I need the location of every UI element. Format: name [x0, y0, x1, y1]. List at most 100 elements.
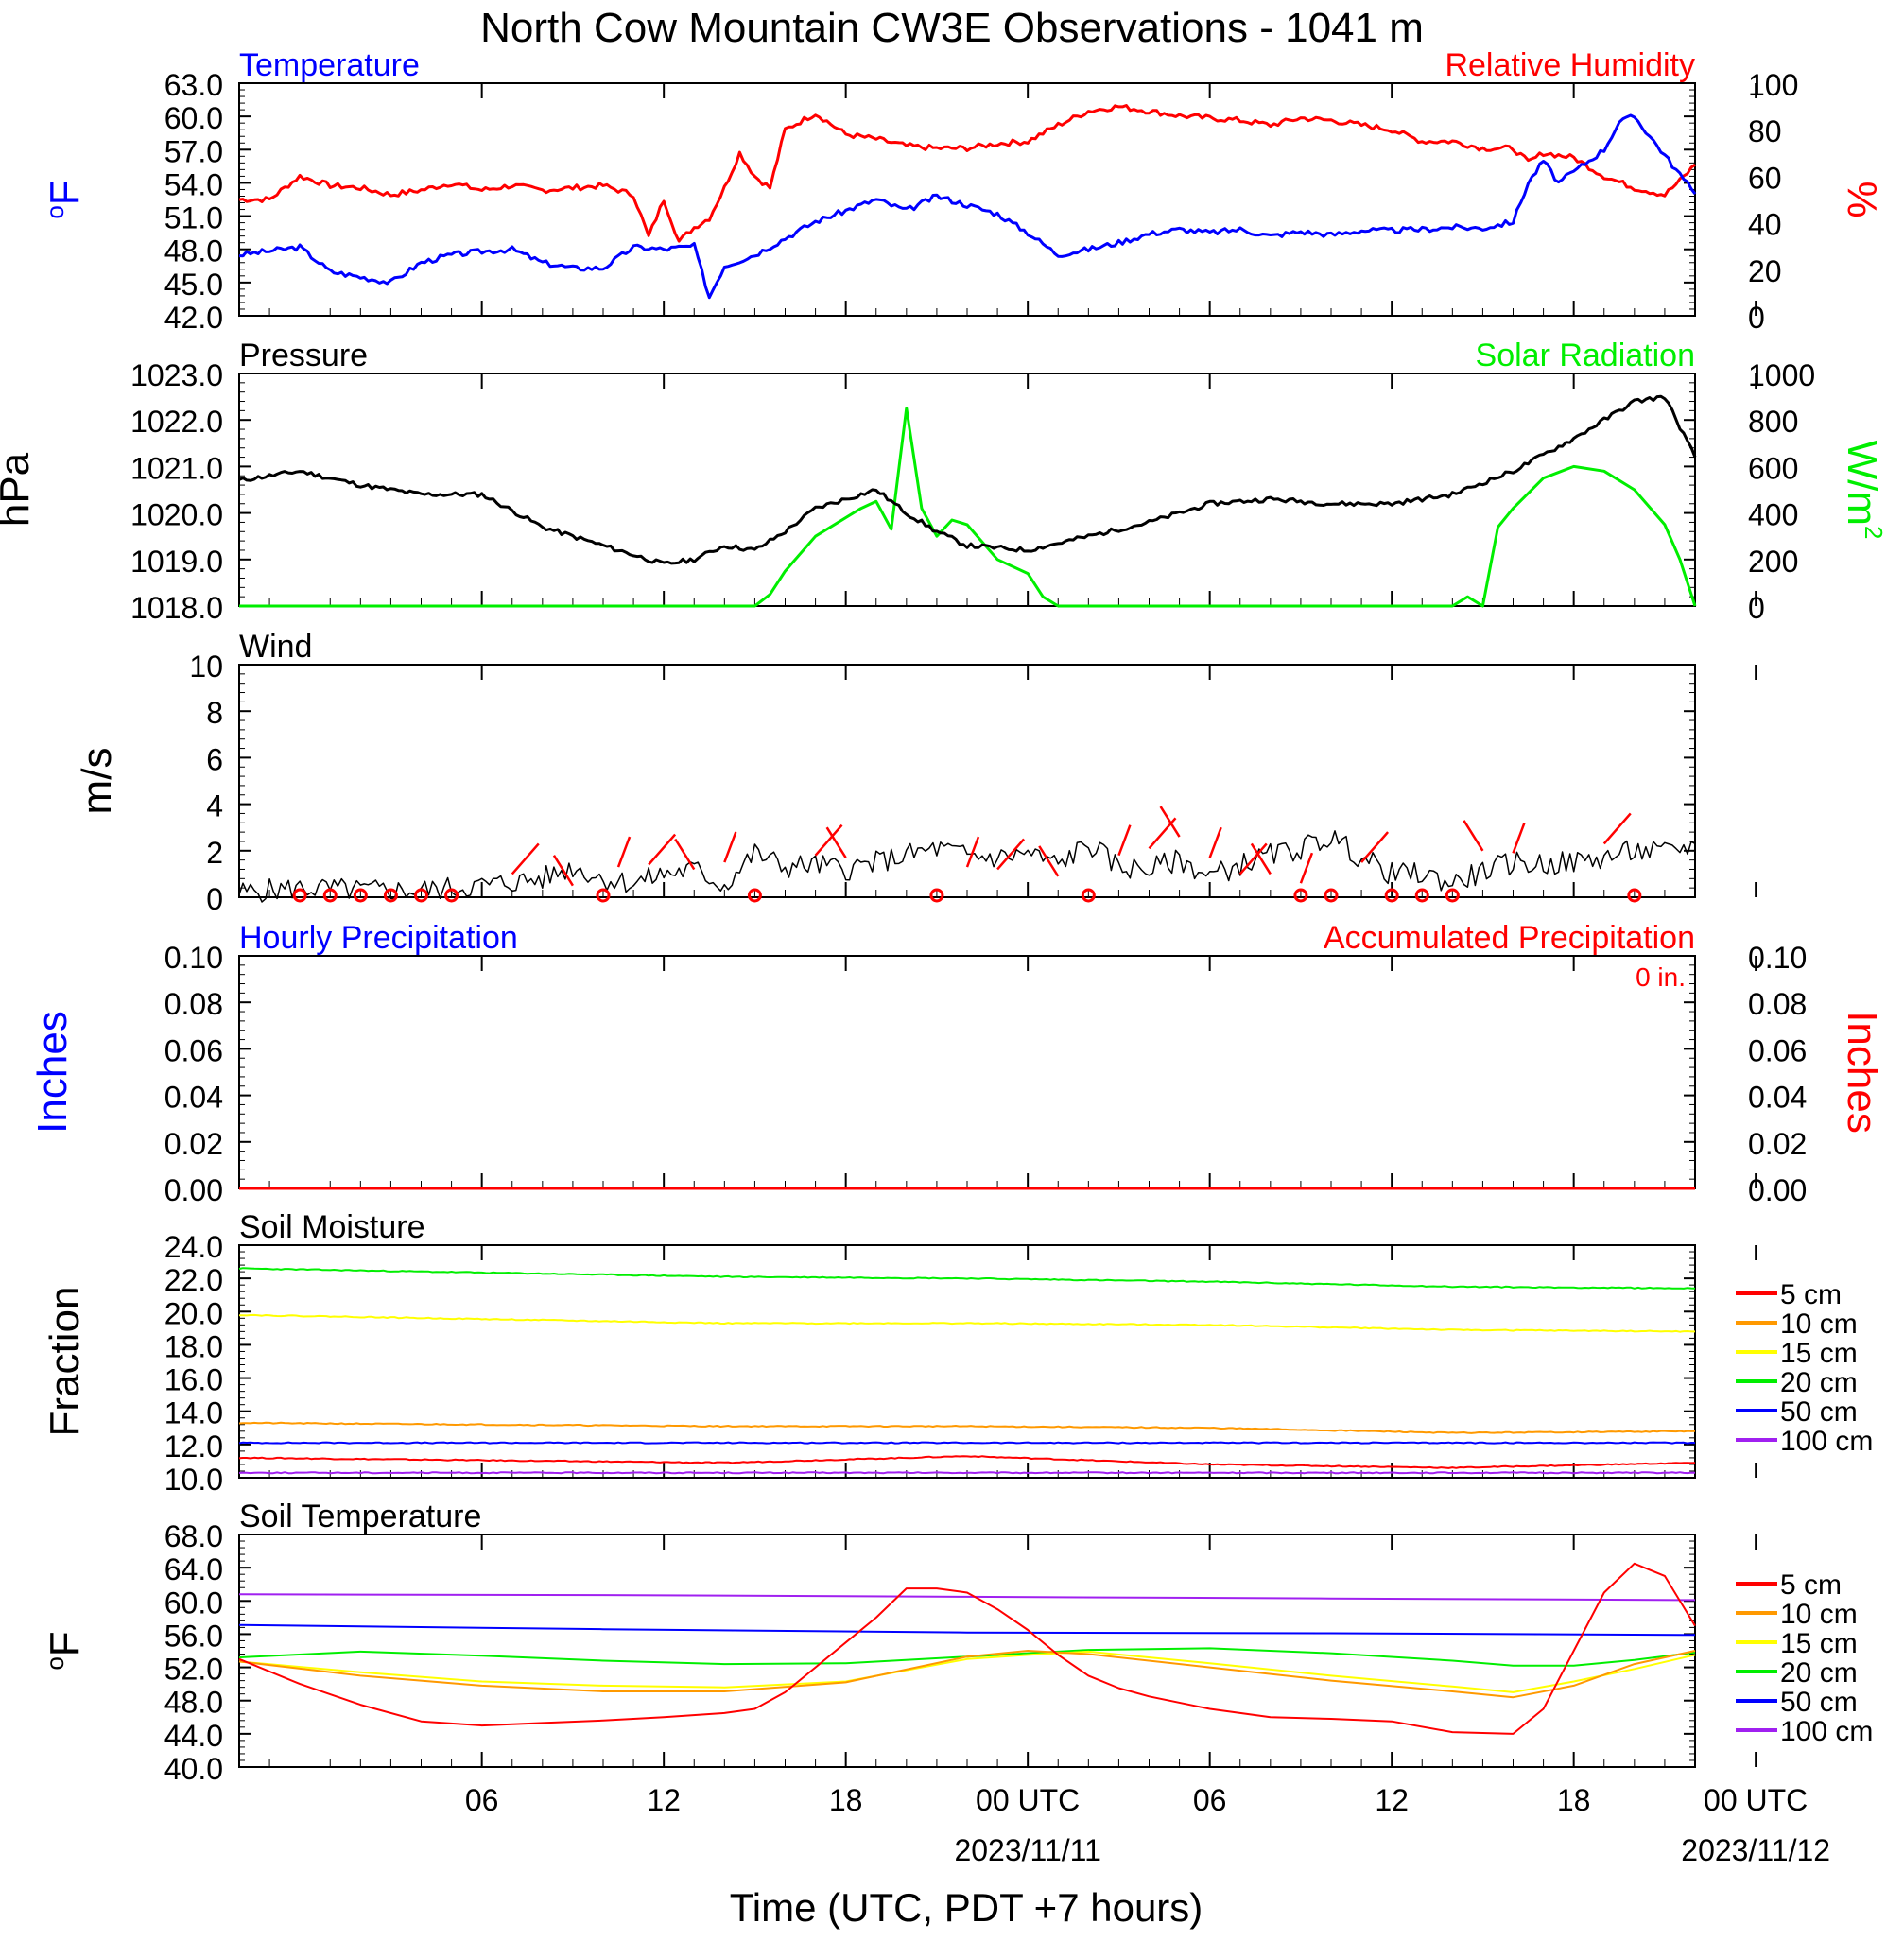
wind-barb — [1238, 842, 1268, 875]
soil-temp-left-title: Soil Temperature — [239, 1499, 481, 1534]
soil-moisture-legend-label: 20 cm — [1780, 1367, 1858, 1398]
x-axis-title: Time (UTC, PDT +7 hours) — [730, 1885, 1203, 1930]
precip-frame — [238, 955, 1696, 1189]
wind-barb — [616, 836, 632, 868]
soil-moisture-legend-label: 15 cm — [1780, 1338, 1858, 1369]
calm-wind-marker — [292, 888, 307, 903]
temp-rh-left-tick-label: 42.0 — [164, 301, 223, 335]
rh-series-line — [238, 104, 1696, 243]
precip-panel: 0.10 0.08 0.06 0.04 0.02 0.00 0.10 0.08 0.06 0.04… — [29, 920, 1885, 1207]
pressure-left-unit: hPa — [0, 452, 38, 527]
soil-moisture-left-tick-label: 16.0 — [164, 1363, 223, 1397]
temperature-series-line — [238, 113, 1697, 300]
precip-right-tick-label: 0.08 — [1748, 987, 1807, 1021]
pressure-left-tick-label: 1021.0 — [130, 451, 223, 485]
soil-moisture-legend-label: 100 cm — [1780, 1426, 1873, 1457]
soil-temp-left-tick-label: 40.0 — [164, 1752, 223, 1786]
wind-barb — [1463, 820, 1484, 852]
temp-rh-right-tick-label: 20 — [1748, 254, 1782, 288]
wind-barb — [1159, 806, 1181, 838]
calm-wind-marker — [353, 888, 368, 903]
wind-left-title: Wind — [239, 629, 312, 665]
temp-rh-left-unit: oF — [41, 180, 88, 218]
soil-moisture-left-tick-label: 12.0 — [164, 1430, 223, 1464]
soil-temp-left-unit: oF — [41, 1631, 88, 1670]
soil-moisture-left-tick-label: 14.0 — [164, 1396, 223, 1430]
soil-temp-line — [238, 1562, 1696, 1735]
pressure-right-unit: W/m2 — [1839, 441, 1888, 540]
precip-left-tick-label: 0.04 — [164, 1081, 223, 1115]
pressure-left-tick-label: 1020.0 — [130, 498, 223, 532]
wind-panel: 10 8 6 4 2 0 Wind m/s — [74, 629, 1757, 916]
soil-temp-left-tick-label: 48.0 — [164, 1686, 223, 1720]
wind-barb — [825, 826, 847, 858]
wind-barb — [965, 836, 980, 868]
wind-left-tick-label: 2 — [206, 836, 223, 870]
pressure-right-title: Solar Radiation — [1476, 338, 1695, 373]
calm-wind-marker — [444, 888, 459, 903]
pressure-panel: 1023.0 1022.0 1021.0 1020.0 1019.0 1018.0 1000… — [0, 338, 1888, 625]
accum-precip-total: 0 in. — [1636, 962, 1686, 992]
wind-left-unit: m/s — [74, 748, 120, 815]
precip-right-tick-label: 0.04 — [1748, 1081, 1807, 1115]
precip-left-tick-label: 0.02 — [164, 1127, 223, 1161]
pressure-series-line — [238, 394, 1697, 565]
soil-temp-left-tick-label: 64.0 — [164, 1552, 223, 1586]
precip-right-tick-label: 0.10 — [1748, 941, 1807, 975]
precip-right-tick-label: 0.00 — [1748, 1173, 1807, 1207]
pressure-left-title: Pressure — [239, 338, 368, 373]
wind-barb — [1360, 831, 1390, 863]
soil-moisture-line — [238, 1421, 1696, 1434]
soil-moisture-left-unit: Fraction — [42, 1287, 88, 1437]
temp-rh-left-tick-label: 45.0 — [164, 268, 223, 302]
soil-moisture-legend-label: 5 cm — [1780, 1279, 1842, 1310]
soil-moisture-legend-label: 50 cm — [1780, 1396, 1858, 1428]
soil-temp-left-tick-label: 52.0 — [164, 1653, 223, 1687]
pressure-right-tick-label: 1000 — [1748, 358, 1815, 392]
soil-temp-legend-label: 5 cm — [1780, 1569, 1842, 1601]
chart-panels: 63.060.057.054.051.048.045.042.010080604… — [0, 47, 1888, 1786]
precip-left-tick-label: 0.08 — [164, 987, 223, 1021]
wind-barb — [1250, 842, 1272, 875]
soil-temp-left-tick-label: 68.0 — [164, 1519, 223, 1553]
soil-temp-line — [238, 1650, 1696, 1699]
wind-barb — [814, 823, 843, 857]
x-tick-label: 06 — [1193, 1783, 1227, 1817]
soil-temp-legend-label: 10 cm — [1780, 1599, 1858, 1630]
calm-wind-marker — [1293, 888, 1308, 903]
wind-barb — [1038, 845, 1060, 877]
temp-rh-right-tick-label: 80 — [1748, 114, 1782, 148]
soil-temp-legend-label: 15 cm — [1780, 1628, 1858, 1659]
soil-moisture-left-tick-label: 18.0 — [164, 1329, 223, 1363]
soil-moisture-line — [238, 1313, 1695, 1333]
temp-rh-frame — [238, 82, 1696, 317]
x-axis-labels: 06 12 18 00 UTC 06 12 18 00 UTC 2023/11/11 2023/1… — [465, 1783, 1830, 1867]
temp-rh-left-tick-label: 51.0 — [164, 201, 223, 235]
wind-left-tick-label: 6 — [206, 742, 223, 776]
pressure-right-tick-label: 800 — [1748, 405, 1798, 439]
wind-left-tick-label: 0 — [206, 882, 223, 916]
x-tick-label: 12 — [647, 1783, 681, 1817]
x-tick-label: 00 UTC — [976, 1783, 1080, 1817]
wind-left-tick-label: 4 — [206, 789, 223, 823]
precip-left-unit: Inches — [29, 1011, 76, 1134]
soil-temp-line — [238, 1593, 1696, 1602]
soil-temp-legend-label: 100 cm — [1780, 1716, 1873, 1747]
x-tick-label: 18 — [1557, 1783, 1591, 1817]
soil-moisture-line — [238, 1455, 1696, 1469]
soil-temp-left-tick-label: 44.0 — [164, 1719, 223, 1753]
wind-barb — [1602, 812, 1632, 845]
soil-moisture-left-tick-label: 10.0 — [164, 1463, 223, 1497]
temp-rh-left-tick-label: 54.0 — [164, 167, 223, 201]
wind-barb — [723, 831, 737, 863]
calm-wind-marker — [929, 888, 944, 903]
wind-left-tick-label: 10 — [189, 650, 223, 684]
x-date-label: 2023/11/11 — [954, 1833, 1100, 1867]
precip-left-tick-label: 0.10 — [164, 941, 223, 975]
temp-rh-left-tick-label: 57.0 — [164, 134, 223, 168]
wind-speed-line — [238, 830, 1696, 903]
soil-moisture-left-tick-label: 22.0 — [164, 1263, 223, 1297]
pressure-right-tick-label: 200 — [1748, 545, 1798, 579]
temp-rh-right-unit: % — [1839, 181, 1885, 217]
